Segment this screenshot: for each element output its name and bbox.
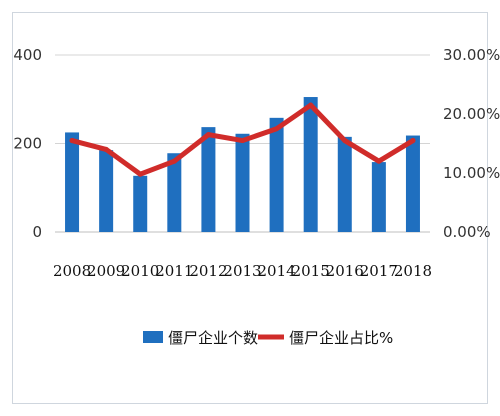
legend: 僵尸企业个数 僵尸企业占比%	[143, 329, 393, 347]
x-tick-label: 2018	[394, 262, 432, 280]
x-axis-ticks: 2008200920102011201220132014201520162017…	[53, 262, 432, 280]
bar-2016	[337, 136, 352, 232]
bars	[65, 97, 420, 232]
x-tick-label: 2009	[87, 262, 125, 280]
bar-2010	[133, 175, 148, 232]
bar-2012	[201, 127, 216, 232]
right-tick-label: 10.00%	[443, 164, 500, 182]
legend-bar-swatch	[143, 331, 163, 343]
legend-line-label: 僵尸企业占比%	[289, 329, 393, 347]
bar-2009	[99, 150, 114, 232]
x-tick-label: 2015	[292, 262, 330, 280]
x-tick-label: 2017	[360, 262, 398, 280]
line-point-2010	[137, 171, 143, 177]
bar-2008	[65, 132, 80, 232]
bar-2011	[167, 153, 182, 232]
right-tick-label: 0.00%	[443, 223, 491, 241]
right-tick-label: 30.00%	[443, 46, 500, 64]
line-point-2013	[240, 138, 245, 144]
line-point-2017	[376, 158, 382, 164]
line-point-2008	[69, 138, 75, 144]
left-tick-label: 400	[13, 46, 42, 64]
x-tick-label: 2011	[155, 262, 193, 280]
line-point-2018	[410, 138, 416, 144]
x-tick-label: 2012	[189, 262, 227, 280]
line-point-2011	[171, 158, 177, 164]
bar-2018	[405, 135, 420, 232]
x-tick-label: 2010	[121, 262, 159, 280]
line-point-2015	[308, 102, 314, 108]
left-axis-ticks: 0 200 400	[13, 46, 42, 241]
line-point-2009	[103, 146, 109, 152]
bar-2013	[235, 133, 250, 232]
legend-bar-label: 僵尸企业个数	[168, 329, 258, 347]
bar-2015	[303, 97, 318, 232]
line-series	[69, 102, 416, 177]
x-tick-label: 2013	[223, 262, 261, 280]
line-point-2012	[205, 132, 211, 138]
bar-2014	[269, 117, 284, 232]
bar-2017	[371, 162, 386, 232]
line-point-2014	[274, 126, 280, 132]
right-tick-label: 20.00%	[443, 105, 500, 123]
left-tick-label: 200	[13, 135, 42, 153]
right-axis-ticks: 0.00% 10.00% 20.00% 30.00%	[443, 46, 500, 241]
x-tick-label: 2014	[257, 262, 295, 280]
x-tick-label: 2016	[326, 262, 364, 280]
left-tick-label: 0	[32, 223, 42, 241]
x-tick-label: 2008	[53, 262, 91, 280]
line-point-2016	[342, 138, 348, 144]
